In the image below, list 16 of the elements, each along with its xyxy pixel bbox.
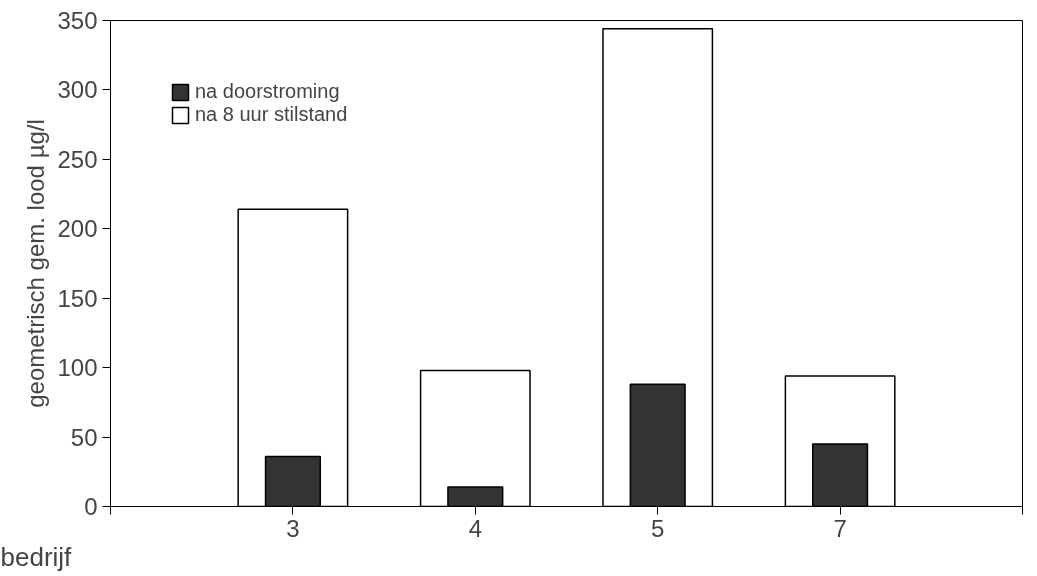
y-tick-label: 150 (57, 284, 98, 312)
y-tick-label: 50 (70, 423, 98, 451)
y-tick-label: 250 (57, 145, 98, 173)
x-tick-label: 3 (286, 514, 300, 542)
x-tick-label: 5 (651, 514, 665, 542)
y-axis-title: geometrisch gem. lood µg/l (22, 119, 50, 408)
y-tick-label: 200 (57, 215, 98, 243)
y-tick-label: 350 (57, 7, 98, 34)
y-tick-label: 0 (84, 493, 98, 520)
legend-label: na doorstroming (195, 80, 340, 103)
x-tick-label: 4 (468, 514, 482, 542)
legend-label: na 8 uur stilstand (195, 103, 348, 126)
y-tick-label: 100 (57, 354, 98, 382)
x-tick-label: 7 (833, 514, 847, 542)
x-axis-title: bedrijf (0, 541, 73, 572)
y-tick-label: 300 (57, 76, 98, 104)
